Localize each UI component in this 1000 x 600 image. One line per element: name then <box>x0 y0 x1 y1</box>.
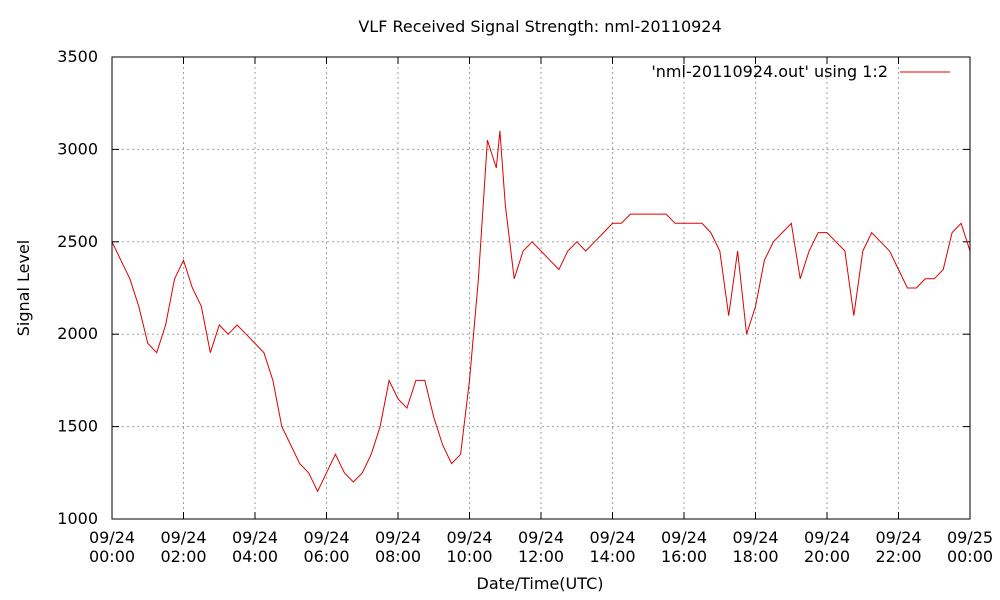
x-tick-time: 22:00 <box>875 547 921 566</box>
x-tick-date: 09/24 <box>89 528 135 547</box>
x-tick-labels: 09/2400:0009/2402:0009/2404:0009/2406:00… <box>89 528 993 566</box>
x-tick-date: 09/24 <box>518 528 564 547</box>
x-tick-date: 09/24 <box>732 528 778 547</box>
y-tick-label: 3500 <box>57 47 98 66</box>
y-tick-label: 1500 <box>57 417 98 436</box>
legend: 'nml-20110924.out' using 1:2 <box>651 62 950 81</box>
y-tick-label: 2500 <box>57 232 98 251</box>
x-axis-label: Date/Time(UTC) <box>477 574 604 593</box>
x-tick-time: 00:00 <box>947 547 993 566</box>
x-tick-date: 09/24 <box>160 528 206 547</box>
x-tick-date: 09/24 <box>375 528 421 547</box>
y-tick-label: 1000 <box>57 509 98 528</box>
x-tick-time: 14:00 <box>589 547 635 566</box>
x-tick-time: 20:00 <box>804 547 850 566</box>
x-tick-date: 09/24 <box>232 528 278 547</box>
x-tick-date: 09/24 <box>446 528 492 547</box>
x-tick-date: 09/24 <box>303 528 349 547</box>
x-tick-date: 09/24 <box>589 528 635 547</box>
x-tick-date: 09/25 <box>947 528 993 547</box>
x-tick-time: 18:00 <box>732 547 778 566</box>
x-tick-time: 12:00 <box>518 547 564 566</box>
x-tick-time: 04:00 <box>232 547 278 566</box>
x-tick-time: 08:00 <box>375 547 421 566</box>
x-tick-time: 06:00 <box>303 547 349 566</box>
grid-lines <box>112 57 970 519</box>
legend-label: 'nml-20110924.out' using 1:2 <box>651 62 888 81</box>
y-tick-label: 2000 <box>57 324 98 343</box>
x-tick-date: 09/24 <box>875 528 921 547</box>
x-tick-date: 09/24 <box>804 528 850 547</box>
x-tick-time: 16:00 <box>661 547 707 566</box>
y-tick-labels: 1000 1500 2000 2500 3000 3500 <box>57 47 98 528</box>
plot-frame <box>111 56 971 520</box>
x-tick-time: 10:00 <box>446 547 492 566</box>
series-line <box>111 130 971 493</box>
x-tick-time: 02:00 <box>160 547 206 566</box>
x-tick-date: 09/24 <box>661 528 707 547</box>
series-layer <box>111 130 971 493</box>
x-tick-time: 00:00 <box>89 547 135 566</box>
y-tick-label: 3000 <box>57 139 98 158</box>
chart-title: VLF Received Signal Strength: nml-201109… <box>358 17 721 36</box>
y-axis-label: Signal Level <box>14 240 33 336</box>
